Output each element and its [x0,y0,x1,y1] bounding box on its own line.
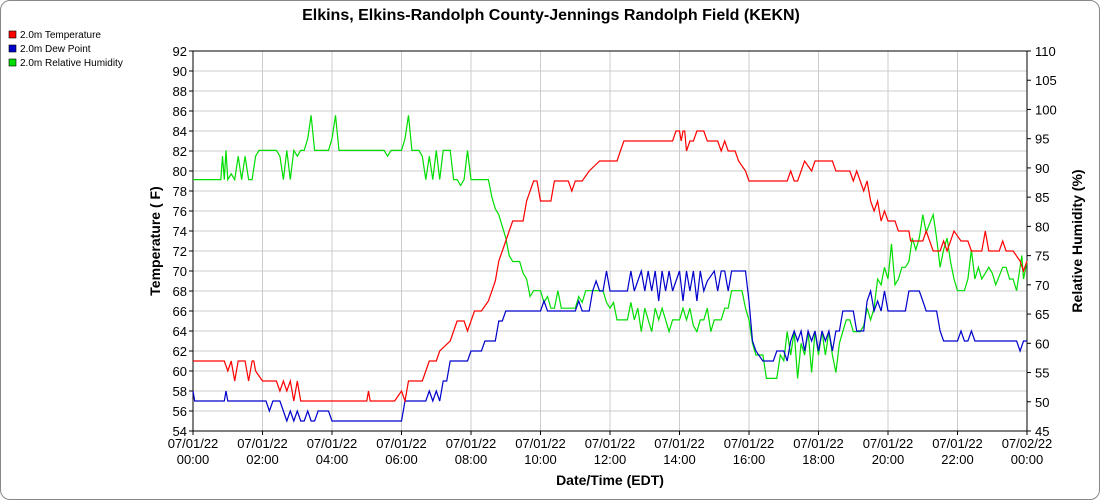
y-right-tick-label: 70 [1035,278,1049,293]
y-left-tick-label: 92 [173,44,187,59]
y-right-tick-label: 85 [1035,190,1049,205]
y-right-tick-label: 65 [1035,307,1049,322]
legend-swatch-dew-point [8,44,17,53]
y-left-tick-label: 60 [173,364,187,379]
legend: 2.0m Temperature 2.0m Dew Point 2.0m Rel… [8,30,123,69]
x-tick-label-date: 07/01/22 [446,436,497,451]
x-axis-title: Date/Time (EDT) [556,472,664,488]
legend-label-temperature: 2.0m Temperature [20,30,101,41]
y-left-tick-label: 82 [173,144,187,159]
y-right-tick-label: 55 [1035,366,1049,381]
legend-label-dew-point: 2.0m Dew Point [20,44,91,55]
y-left-tick-label: 64 [173,324,187,339]
y-left-tick-label: 76 [173,204,187,219]
y-left-tick-label: 84 [173,124,187,139]
y-left-tick-label: 70 [173,264,187,279]
x-tick-label-time: 00:00 [1011,452,1044,467]
x-tick-label-time: 02:00 [246,452,279,467]
y-left-tick-label: 68 [173,284,187,299]
x-tick-label-date: 07/01/22 [793,436,844,451]
y-left-tick-label: 66 [173,304,187,319]
x-tick-label-date: 07/01/22 [168,436,219,451]
legend-swatch-temperature [8,30,17,39]
x-tick-label-date: 07/01/22 [237,436,288,451]
x-tick-label-time: 08:00 [455,452,488,467]
y-right-tick-label: 80 [1035,219,1049,234]
y-right-tick-label: 90 [1035,161,1049,176]
y-left-tick-label: 58 [173,384,187,399]
x-tick-label-time: 14:00 [663,452,696,467]
y-left-tick-label: 86 [173,104,187,119]
legend-label-relative-humidity: 2.0m Relative Humidity [20,58,123,69]
x-tick-label-time: 12:00 [594,452,627,467]
y-left-tick-label: 62 [173,344,187,359]
x-tick-label-time: 22:00 [941,452,974,467]
y-axis-left-title: Temperature ( F) [147,186,163,295]
tick-layer: 07/01/2200:0007/01/2202:0007/01/2204:000… [168,44,1057,467]
y-axis-right-title: Relative Humidity (%) [1069,169,1085,312]
x-tick-label-time: 16:00 [733,452,766,467]
chart-title: Elkins, Elkins-Randolph County-Jennings … [302,7,800,24]
x-tick-label-date: 07/01/22 [724,436,775,451]
y-left-tick-label: 80 [173,164,187,179]
y-left-tick-label: 72 [173,244,187,259]
x-tick-label-date: 07/01/22 [585,436,636,451]
x-tick-label-time: 18:00 [802,452,835,467]
x-tick-label-date: 07/01/22 [863,436,914,451]
series-layer [192,115,1028,423]
legend-swatch-relative-humidity [8,58,17,67]
x-tick-label-date: 07/01/22 [654,436,705,451]
y-right-tick-label: 105 [1035,73,1057,88]
y-left-tick-label: 74 [173,224,187,239]
dew-point-line [192,268,1027,423]
y-right-tick-label: 50 [1035,395,1049,410]
y-left-tick-label: 54 [173,424,187,439]
x-tick-label-time: 04:00 [316,452,349,467]
x-tick-label-time: 10:00 [524,452,557,467]
x-tick-label-date: 07/01/22 [932,436,983,451]
x-tick-label-time: 00:00 [177,452,210,467]
y-left-tick-label: 78 [173,184,187,199]
relative-humidity-line [193,115,1028,379]
y-left-tick-label: 88 [173,84,187,99]
temperature-line [193,130,1028,404]
y-right-tick-label: 75 [1035,249,1049,264]
x-tick-label-time: 20:00 [872,452,905,467]
grid-layer [192,50,1028,432]
y-right-tick-label: 95 [1035,132,1049,147]
x-tick-label-date: 07/01/22 [376,436,427,451]
y-right-tick-label: 45 [1035,424,1049,439]
y-right-tick-label: 110 [1035,44,1056,59]
y-left-tick-label: 90 [173,64,187,79]
y-left-tick-label: 56 [173,404,187,419]
x-tick-label-date: 07/02/22 [1002,436,1053,451]
y-right-tick-label: 100 [1035,102,1057,117]
x-tick-label-date: 07/01/22 [307,436,358,451]
x-tick-label-date: 07/01/22 [515,436,566,451]
y-right-tick-label: 60 [1035,336,1049,351]
x-tick-label-time: 06:00 [385,452,418,467]
